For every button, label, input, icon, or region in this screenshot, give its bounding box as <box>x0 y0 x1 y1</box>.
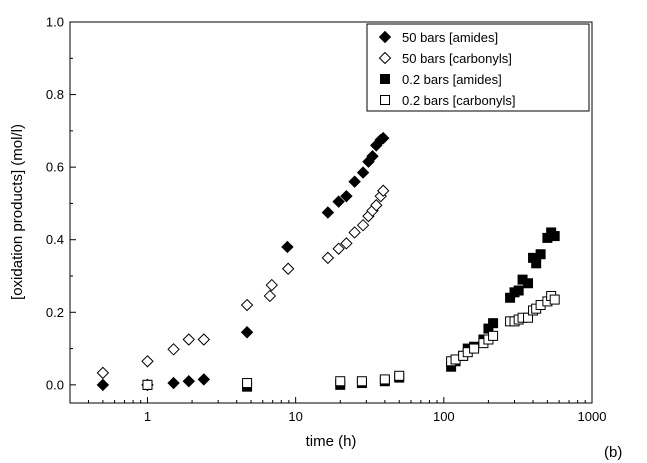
50-bars-amides-point <box>240 326 254 339</box>
plot-frame <box>69 21 593 404</box>
50-bars-carbonyls-point <box>377 184 390 197</box>
50-bars-carbonyls-point <box>167 343 180 356</box>
0-2-bars-carbonyls-point <box>549 294 560 305</box>
legend-marker-0-2-bars-amides <box>380 74 390 84</box>
0-2-bars-amides-point <box>513 285 524 296</box>
0-2-bars-carbonyls-point <box>488 330 499 341</box>
x-tick-label: 100 <box>433 409 455 424</box>
50-bars-carbonyls-point <box>370 199 383 212</box>
legend-label-50-bars-amides: 50 bars [amides] <box>402 30 498 45</box>
50-bars-amides-point <box>182 375 195 388</box>
x-tick-label: 10 <box>288 409 302 424</box>
0-2-bars-carbonyls-point <box>242 378 253 389</box>
0-2-bars-carbonyls-point <box>469 343 480 354</box>
0-2-bars-carbonyls-point <box>523 312 534 323</box>
50-bars-carbonyls-point <box>141 355 154 368</box>
0-2-bars-carbonyls-point <box>394 370 405 381</box>
50-bars-amides-point <box>348 175 361 188</box>
50-bars-amides-point <box>340 189 353 203</box>
50-bars-amides-point <box>321 206 335 219</box>
data-points <box>96 131 560 392</box>
50-bars-carbonyls-point <box>356 218 370 232</box>
0-2-bars-carbonyls-point <box>379 374 390 385</box>
50-bars-carbonyls-point <box>240 298 254 312</box>
0-2-bars-amides-point <box>531 258 542 269</box>
50-bars-amides-point <box>377 131 390 145</box>
x-axis-title: time (h) <box>306 433 357 450</box>
50-bars-amides-point <box>167 376 180 390</box>
50-bars-amides-point <box>281 240 294 254</box>
x-tick-label: 1 <box>144 409 151 424</box>
0-2-bars-carbonyls-point <box>356 376 367 387</box>
legend-label-50-bars-carbonyls: 50 bars [carbonyls] <box>402 51 512 66</box>
legend: 50 bars [amides] 50 bars [carbonyls] 0.2… <box>366 23 590 112</box>
0-2-bars-amides-point <box>488 318 499 329</box>
50-bars-carbonyls-point <box>332 242 345 255</box>
50-bars-amides-point <box>197 373 211 386</box>
50-bars-carbonyls-point <box>321 251 335 265</box>
legend-label-0-2-bars-carbonyls: 0.2 bars [carbonyls] <box>402 93 515 108</box>
y-tick-label: 0.6 <box>46 160 64 175</box>
legend-box <box>366 23 590 112</box>
y-axis-title: [oxidation products] (mol/l) <box>9 124 26 300</box>
legend-markers <box>378 30 392 105</box>
legend-marker-50-bars-carbonyls <box>378 51 392 65</box>
50-bars-amides-point <box>366 150 379 163</box>
50-bars-amides-point <box>332 195 345 208</box>
axis-ticks <box>69 21 593 403</box>
legend-marker-0-2-bars-carbonyls <box>380 95 390 105</box>
50-bars-amides-point <box>96 378 110 392</box>
y-tick-label: 0.4 <box>46 232 64 247</box>
0-2-bars-amides-point <box>523 278 534 289</box>
50-bars-carbonyls-point <box>340 237 353 250</box>
y-tick-label: 0.8 <box>46 87 64 102</box>
y-tick-label: 0.2 <box>46 305 64 320</box>
50-bars-carbonyls-point <box>197 333 211 346</box>
x-tick-label: 1000 <box>578 409 607 424</box>
50-bars-carbonyls-point <box>348 226 361 239</box>
50-bars-carbonyls-point <box>265 278 278 292</box>
y-tick-label: 0.0 <box>46 377 64 392</box>
0-2-bars-amides-point <box>549 231 560 242</box>
50-bars-carbonyls-point <box>182 333 195 346</box>
legend-marker-50-bars-amides <box>378 30 392 44</box>
50-bars-amides-point <box>356 166 370 179</box>
0-2-bars-carbonyls-point <box>335 376 346 387</box>
50-bars-carbonyls-point <box>281 262 295 275</box>
axis-tick-labels: 1 10 100 1000 0.0 0.2 0.4 0.6 0.8 1.0 <box>46 15 607 425</box>
y-tick-label: 1.0 <box>46 15 64 30</box>
50-bars-carbonyls-point <box>263 289 277 303</box>
0-2-bars-amides-point <box>535 249 546 260</box>
50-bars-carbonyls-point <box>96 366 110 380</box>
legend-label-0-2-bars-amides: 0.2 bars [amides] <box>402 72 502 87</box>
0-2-bars-carbonyls-point <box>142 379 153 390</box>
panel-label: (b) <box>604 444 622 461</box>
